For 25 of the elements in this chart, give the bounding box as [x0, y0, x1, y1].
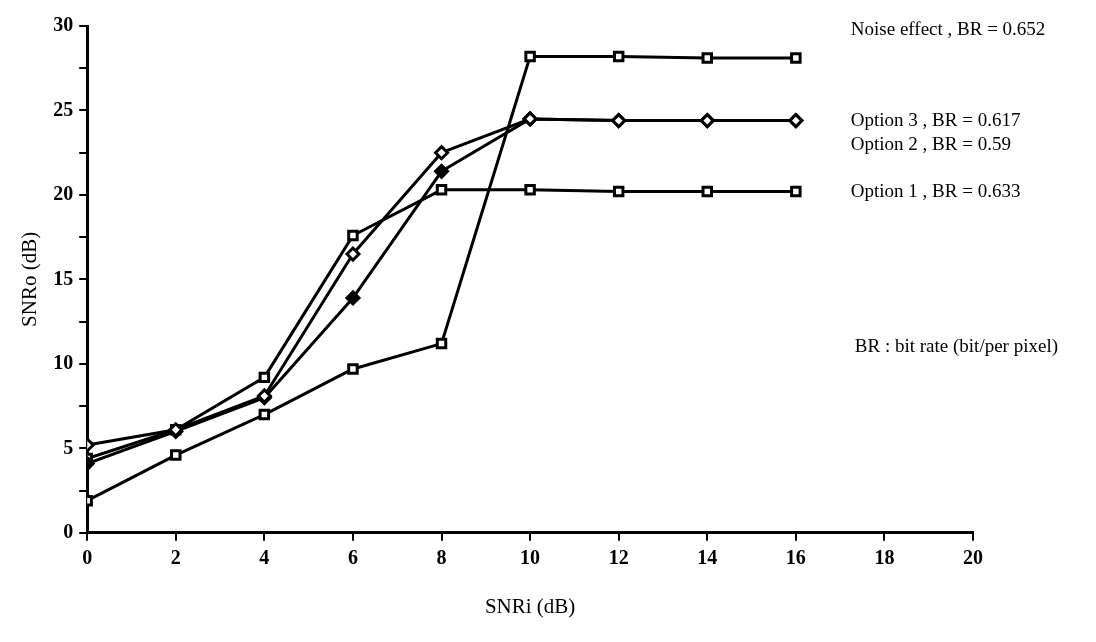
y-tick-label: 20	[53, 182, 74, 205]
text: Option 3 , BR = 0.617	[850, 108, 1021, 130]
y-tick-label: 5	[63, 435, 74, 458]
y-tick-label: 25	[53, 97, 74, 120]
y-tick-label: 30	[53, 13, 74, 36]
y-tick-label: 10	[53, 351, 74, 374]
text: Option 1 , BR = 0.633	[850, 179, 1021, 201]
x-axis-title: SNRi (dB)	[484, 593, 576, 618]
x-tick-label: 6	[347, 545, 358, 568]
text: Option 2 , BR = 0.59	[850, 132, 1011, 154]
x-tick-label: 14	[697, 545, 718, 568]
x-tick-label: 8	[436, 545, 447, 568]
x-tick-label: 18	[874, 545, 895, 568]
text: Noise effect , BR = 0.652	[850, 18, 1046, 40]
x-tick-label: 12	[608, 545, 629, 568]
y-axis-title: SNRo (dB)	[17, 231, 42, 327]
x-tick-label: 0	[82, 545, 93, 568]
x-tick-label: 4	[259, 545, 270, 568]
x-tick-label: 20	[963, 545, 983, 568]
y-tick-label: 15	[53, 266, 74, 289]
x-tick-label: 16	[785, 545, 806, 568]
y-tick-label: 0	[63, 519, 74, 542]
x-tick-label: 2	[170, 545, 181, 568]
x-tick-label: 10	[520, 545, 541, 568]
annotation: BR : bit rate (bit/per pixel)	[854, 334, 1058, 357]
